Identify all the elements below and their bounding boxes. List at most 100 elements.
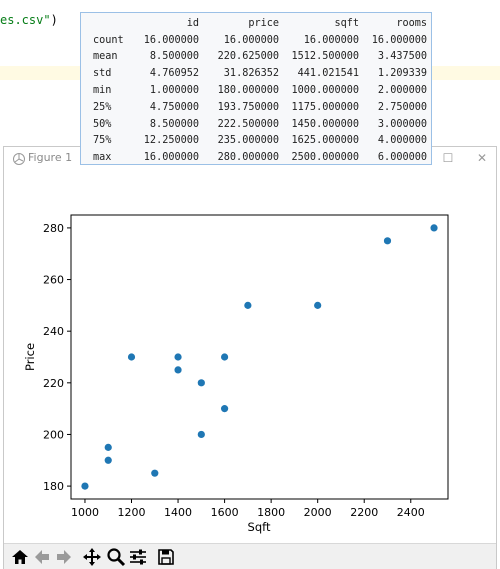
row-label: min [93, 85, 112, 97]
y-tick-label: 220 [43, 377, 64, 390]
table-cell: 4.000000 [377, 135, 427, 147]
table-row: count 16.000000 16.000000 16.000000 16.0… [93, 32, 427, 49]
table-cell: 3.000000 [377, 118, 427, 130]
close-icon[interactable]: ✕ [476, 151, 488, 165]
x-tick-label: 1400 [164, 506, 192, 519]
table-row: min 1.000000 180.000000 1000.000000 2.00… [93, 82, 427, 99]
scatter-point [104, 456, 112, 464]
x-tick-label: 2200 [350, 506, 378, 519]
window-title: Figure 1 [28, 151, 73, 164]
configure-subplots-icon[interactable] [128, 547, 148, 567]
maximize-icon[interactable]: ☐ [442, 151, 454, 165]
forward-arrow-icon[interactable] [54, 547, 74, 567]
y-axis-label: Price [23, 343, 37, 371]
y-tick-label: 280 [43, 222, 64, 235]
table-cell: 180.000000 [217, 85, 279, 97]
column-header: rooms [396, 17, 427, 29]
y-tick-label: 180 [43, 480, 64, 493]
table-cell: 1625.000000 [291, 135, 359, 147]
row-label: max [93, 152, 112, 164]
matplotlib-app-icon [13, 153, 25, 165]
row-label: std [93, 68, 112, 80]
table-cell: 1512.500000 [291, 51, 359, 63]
x-axis-label: Sqft [248, 520, 271, 534]
table-cell: 6.000000 [377, 152, 427, 164]
column-header [93, 15, 139, 32]
table-cell: 16.000000 [143, 152, 199, 164]
describe-table: id price sqft rooms count 16.000000 16.0… [93, 15, 427, 166]
code-paren: ) [50, 13, 58, 27]
scatter-plot[interactable]: 180 200 220 240 260 280 1000 1200 1400 1600 1800 2… [4, 171, 496, 541]
table-cell: 16.000000 [303, 34, 359, 46]
navigation-toolbar [4, 543, 496, 569]
scatter-point [151, 469, 159, 477]
table-cell: 3.437500 [377, 51, 427, 63]
table-cell: 1.209339 [377, 68, 427, 80]
table-cell: 2.000000 [377, 85, 427, 97]
table-row: 25% 4.750000 193.750000 1175.000000 2.75… [93, 99, 427, 116]
scatter-point [430, 224, 438, 232]
table-cell: 1450.000000 [291, 118, 359, 130]
table-cell: 235.000000 [217, 135, 279, 147]
zoom-icon[interactable] [106, 547, 126, 567]
scatter-point [314, 301, 322, 309]
column-header: price [248, 17, 279, 29]
data-points [81, 224, 438, 490]
scatter-point [197, 430, 205, 439]
x-tick-label: 1000 [71, 506, 99, 519]
table-cell: 280.000000 [217, 152, 279, 164]
pan-icon[interactable] [82, 547, 102, 567]
row-label: mean [93, 51, 118, 63]
x-tick-label: 2400 [397, 506, 425, 519]
y-tick-label: 240 [43, 325, 64, 338]
table-cell: 12.250000 [143, 135, 199, 147]
x-tick-label: 1200 [118, 506, 146, 519]
home-icon[interactable] [10, 547, 30, 567]
table-cell: 193.750000 [217, 101, 279, 113]
table-cell: 1.000000 [149, 85, 199, 97]
table-cell: 2.750000 [377, 101, 427, 113]
table-cell: 8.500000 [149, 51, 199, 63]
table-cell: 8.500000 [149, 118, 199, 130]
scatter-point [174, 366, 182, 374]
table-cell: 220.625000 [217, 51, 279, 63]
scatter-point [197, 379, 205, 387]
column-header: sqft [334, 17, 359, 29]
table-row: 50% 8.500000 222.500000 1450.000000 3.00… [93, 116, 427, 133]
table-row: mean 8.500000 220.625000 1512.500000 3.4… [93, 49, 427, 66]
describe-output-popup: id price sqft rooms count 16.000000 16.0… [80, 12, 432, 165]
row-label: 25% [93, 101, 112, 113]
scatter-point [104, 443, 112, 451]
table-cell: 16.000000 [371, 34, 427, 46]
scatter-point [127, 353, 136, 361]
table-row: 75% 12.250000 235.000000 1625.000000 4.0… [93, 133, 427, 150]
y-tick-label: 200 [43, 428, 64, 441]
table-row: max 16.000000 280.000000 2500.000000 6.0… [93, 149, 427, 166]
save-icon[interactable] [156, 547, 176, 567]
code-line: es.csv") [0, 13, 58, 27]
scatter-point [383, 237, 392, 245]
scatter-point [220, 353, 229, 361]
scatter-point [220, 405, 229, 413]
x-tick-label: 1800 [257, 506, 285, 519]
scatter-point [81, 482, 89, 490]
table-cell: 16.000000 [223, 34, 279, 46]
column-header: id [186, 17, 199, 29]
table-cell: 1175.000000 [291, 101, 359, 113]
table-cell: 4.760952 [149, 68, 199, 80]
table-header-row: id price sqft rooms [93, 15, 427, 32]
scatter-point [244, 301, 252, 309]
y-axis: 180 200 220 240 260 280 [43, 222, 71, 493]
row-label: 50% [93, 118, 112, 130]
scatter-point [174, 353, 182, 361]
table-cell: 1000.000000 [291, 85, 359, 97]
table-cell: 16.000000 [143, 34, 199, 46]
table-cell: 441.021541 [297, 68, 359, 80]
y-tick-label: 260 [43, 274, 64, 287]
back-arrow-icon[interactable] [32, 547, 52, 567]
row-label: count [93, 34, 124, 46]
table-cell: 4.750000 [149, 101, 199, 113]
row-label: 75% [93, 135, 112, 147]
x-axis: 1000 1200 1400 1600 1800 2000 2200 2400 [71, 499, 425, 519]
